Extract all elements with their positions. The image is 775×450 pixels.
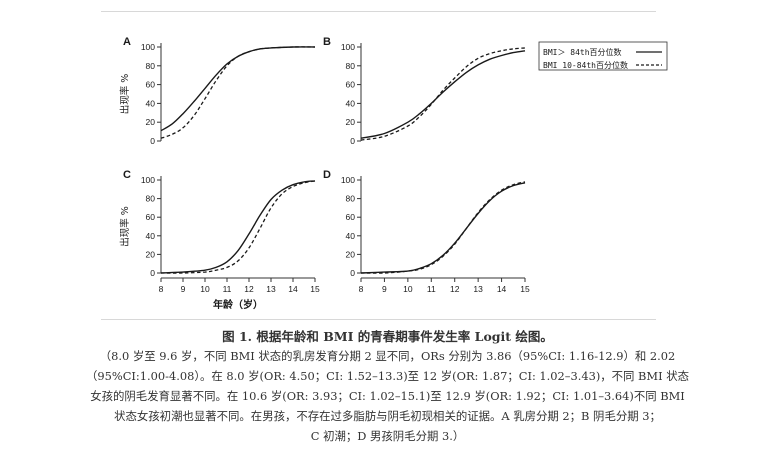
x-tick-label: 8 xyxy=(159,284,164,294)
x-tick-label: 11 xyxy=(427,284,436,294)
panel-d: D 0 20 40 60 80 100 8 9 10 11 12 13 14 15 xyxy=(323,169,530,294)
y-tick-label: 40 xyxy=(146,98,156,108)
panel-label: B xyxy=(323,36,331,48)
x-tick-label: 8 xyxy=(359,284,364,294)
x-tick-label: 10 xyxy=(403,284,413,294)
x-tick-label: 9 xyxy=(382,284,387,294)
x-tick-label: 12 xyxy=(244,284,254,294)
series-line-dashed xyxy=(360,47,526,141)
x-tick-label: 15 xyxy=(310,284,320,294)
caption-line-2: （95%CI:1.00-4.08）。在 8.0 岁(OR: 4.50；CI: 1… xyxy=(85,369,689,383)
y-tick-label: 40 xyxy=(346,231,356,241)
x-tick-label: 14 xyxy=(497,284,507,294)
series-line-dashed xyxy=(160,180,316,274)
y-tick-label: 60 xyxy=(146,80,156,90)
y-tick-label: 80 xyxy=(346,194,356,204)
y-axis-label: 出现率 % xyxy=(119,206,131,247)
y-tick-label: 60 xyxy=(346,80,356,90)
y-tick-label: 0 xyxy=(350,136,355,146)
y-tick-label: 20 xyxy=(346,117,356,127)
x-tick-label: 13 xyxy=(266,284,276,294)
panel-label: C xyxy=(123,169,131,181)
y-tick-label: 20 xyxy=(146,117,156,127)
series-line-solid xyxy=(160,180,316,274)
caption-line-3: 女孩的阴毛发育显著不同。在 10.6 岁(OR: 3.93；CI: 1.02–1… xyxy=(90,389,685,403)
panel-a: A 0 20 40 60 80 100 出现率 % xyxy=(119,36,316,146)
x-axis-label: 年龄（岁） xyxy=(213,298,263,311)
y-tick-label: 60 xyxy=(146,212,156,222)
series-line-solid xyxy=(160,46,316,132)
caption-title: 图 1. 根据年龄和 BMI 的青春期事件发生率 Logit 绘图。 xyxy=(222,329,553,344)
x-tick-label: 14 xyxy=(288,284,298,294)
legend-label: BMI＞ 84th百分位数 xyxy=(543,47,622,57)
panel-b: B 0 20 40 60 80 100 xyxy=(323,36,526,146)
y-tick-label: 100 xyxy=(341,175,355,185)
y-tick-label: 60 xyxy=(346,212,356,222)
y-tick-label: 0 xyxy=(150,136,155,146)
legend-box xyxy=(538,41,668,71)
y-tick-label: 100 xyxy=(341,42,355,52)
x-tick-label: 11 xyxy=(223,284,232,294)
series-line-dashed xyxy=(160,46,316,139)
y-tick-label: 100 xyxy=(141,175,155,185)
caption-line-1: （8.0 岁至 9.6 岁，不同 BMI 状态的乳房发育分期 2 显不同，ORs… xyxy=(99,349,676,363)
x-tick-label: 15 xyxy=(520,284,530,294)
y-tick-label: 40 xyxy=(346,98,356,108)
x-tick-label: 9 xyxy=(181,284,186,294)
caption-line-5: C 初潮；D 男孩阴毛分期 3.） xyxy=(310,429,465,443)
y-tick-label: 100 xyxy=(141,42,155,52)
x-tick-label: 10 xyxy=(200,284,210,294)
y-tick-label: 20 xyxy=(346,249,356,259)
caption-divider xyxy=(101,319,656,320)
y-tick-label: 40 xyxy=(146,231,156,241)
legend-label: BMI 10-84th百分位数 xyxy=(543,60,628,70)
legend: BMI＞ 84th百分位数 BMI 10-84th百分位数 xyxy=(538,41,668,71)
y-tick-label: 80 xyxy=(146,61,156,71)
caption-line-4: 状态女孩初潮也显著不同。在男孩，不存在过多脂肪与阴毛初现相关的证据。A 乳房分期… xyxy=(114,409,661,423)
panel-label: D xyxy=(323,169,331,181)
x-tick-label: 13 xyxy=(473,284,483,294)
x-tick-label: 12 xyxy=(450,284,460,294)
panel-label: A xyxy=(123,36,131,48)
y-tick-label: 80 xyxy=(146,194,156,204)
series-line-solid xyxy=(360,50,526,139)
y-tick-label: 0 xyxy=(350,268,355,278)
panel-c: C 0 20 40 60 80 100 8 9 10 11 12 13 14 15 出现率 % 年龄（岁） xyxy=(119,169,320,311)
y-axis-label: 出现率 % xyxy=(119,74,131,115)
y-tick-label: 0 xyxy=(150,268,155,278)
series-line-solid xyxy=(360,182,526,274)
series-line-dashed xyxy=(360,181,526,274)
top-divider xyxy=(101,11,656,12)
y-tick-label: 80 xyxy=(346,61,356,71)
y-tick-label: 20 xyxy=(146,249,156,259)
